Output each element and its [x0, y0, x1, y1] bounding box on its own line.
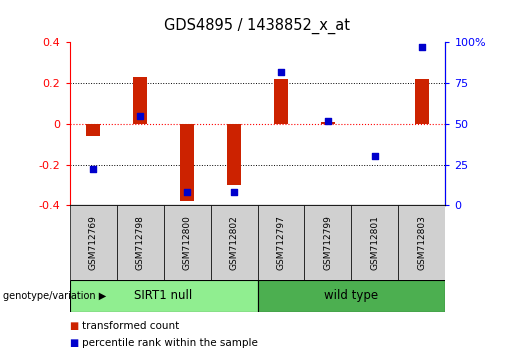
- Bar: [86, 124, 100, 136]
- Text: GSM712803: GSM712803: [418, 215, 426, 270]
- Bar: [180, 124, 194, 201]
- Bar: [258, 280, 445, 312]
- Bar: [211, 205, 258, 280]
- Point: [418, 45, 426, 50]
- Text: ■: ■: [70, 321, 79, 331]
- Bar: [258, 205, 304, 280]
- Text: GSM712769: GSM712769: [89, 215, 97, 270]
- Bar: [70, 205, 116, 280]
- Bar: [274, 79, 288, 124]
- Bar: [70, 280, 258, 312]
- Bar: [352, 205, 399, 280]
- Text: transformed count: transformed count: [82, 321, 180, 331]
- Text: percentile rank within the sample: percentile rank within the sample: [82, 338, 259, 348]
- Text: GSM712800: GSM712800: [182, 215, 192, 270]
- Bar: [116, 205, 164, 280]
- Text: SIRT1 null: SIRT1 null: [134, 289, 193, 302]
- Text: wild type: wild type: [324, 289, 379, 302]
- Point: [183, 189, 191, 195]
- Text: GSM712797: GSM712797: [277, 215, 285, 270]
- Bar: [133, 77, 147, 124]
- Point: [230, 189, 238, 195]
- Bar: [321, 122, 335, 124]
- Text: GSM712802: GSM712802: [230, 215, 238, 270]
- Point: [136, 113, 144, 119]
- Bar: [415, 79, 429, 124]
- Point: [371, 154, 379, 159]
- Point: [89, 167, 97, 172]
- Bar: [227, 124, 241, 185]
- Bar: [304, 205, 352, 280]
- Text: GSM712798: GSM712798: [135, 215, 145, 270]
- Text: GSM712801: GSM712801: [370, 215, 380, 270]
- Text: ■: ■: [70, 338, 79, 348]
- Text: GDS4895 / 1438852_x_at: GDS4895 / 1438852_x_at: [164, 18, 351, 34]
- Bar: [164, 205, 211, 280]
- Bar: [399, 205, 445, 280]
- Text: GSM712799: GSM712799: [323, 215, 333, 270]
- Point: [324, 118, 332, 124]
- Point: [277, 69, 285, 75]
- Text: genotype/variation ▶: genotype/variation ▶: [3, 291, 106, 301]
